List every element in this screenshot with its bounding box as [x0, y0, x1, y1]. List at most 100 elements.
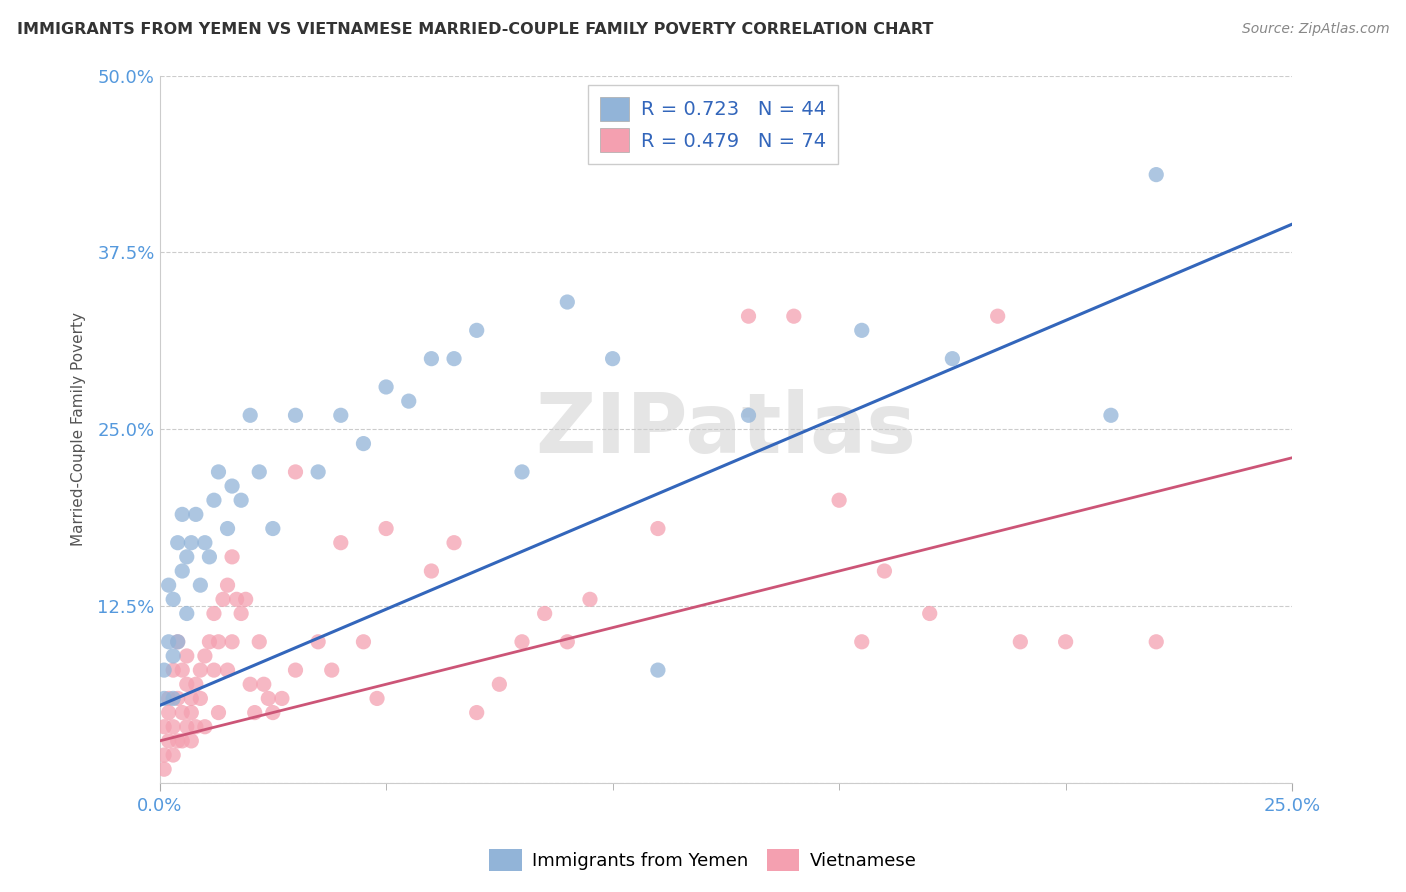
- Point: [194, 720, 217, 734]
- Point: [737, 409, 759, 423]
- Point: [243, 706, 266, 720]
- Point: [190, 663, 212, 677]
- Point: [221, 635, 243, 649]
- Text: Source: ZipAtlas.com: Source: ZipAtlas.com: [1241, 22, 1389, 37]
- Point: [217, 663, 239, 677]
- Point: [153, 663, 176, 677]
- Point: [162, 592, 184, 607]
- Text: ZIPatlas: ZIPatlas: [536, 389, 917, 470]
- Point: [153, 747, 176, 762]
- Point: [307, 635, 329, 649]
- Point: [172, 663, 194, 677]
- Point: [270, 691, 292, 706]
- Point: [176, 607, 198, 621]
- Point: [162, 747, 184, 762]
- Point: [190, 691, 212, 706]
- Point: [153, 720, 176, 734]
- Point: [221, 479, 243, 493]
- Point: [180, 734, 202, 748]
- Point: [162, 663, 184, 677]
- Point: [194, 648, 217, 663]
- Point: [239, 409, 262, 423]
- Point: [555, 635, 578, 649]
- Point: [352, 635, 374, 649]
- Point: [737, 309, 759, 323]
- Legend: R = 0.723   N = 44, R = 0.479   N = 74: R = 0.723 N = 44, R = 0.479 N = 74: [588, 86, 838, 164]
- Point: [190, 578, 212, 592]
- Point: [366, 691, 388, 706]
- Point: [284, 465, 307, 479]
- Point: [212, 592, 235, 607]
- Point: [1010, 635, 1032, 649]
- Point: [647, 522, 669, 536]
- Point: [153, 691, 176, 706]
- Point: [555, 295, 578, 310]
- Point: [180, 706, 202, 720]
- Point: [918, 607, 941, 621]
- Point: [262, 522, 284, 536]
- Point: [398, 394, 420, 409]
- Point: [253, 677, 276, 691]
- Point: [198, 549, 221, 564]
- Point: [352, 436, 374, 450]
- Point: [239, 677, 262, 691]
- Point: [217, 578, 239, 592]
- Point: [157, 578, 180, 592]
- Point: [207, 465, 229, 479]
- Point: [172, 564, 194, 578]
- Text: IMMIGRANTS FROM YEMEN VS VIETNAMESE MARRIED-COUPLE FAMILY POVERTY CORRELATION CH: IMMIGRANTS FROM YEMEN VS VIETNAMESE MARR…: [17, 22, 934, 37]
- Point: [235, 592, 257, 607]
- Point: [166, 535, 188, 549]
- Point: [257, 691, 280, 706]
- Point: [225, 592, 247, 607]
- Point: [284, 663, 307, 677]
- Point: [1144, 168, 1167, 182]
- Point: [166, 635, 188, 649]
- Y-axis label: Married-Couple Family Poverty: Married-Couple Family Poverty: [72, 312, 86, 547]
- Point: [851, 635, 873, 649]
- Point: [162, 720, 184, 734]
- Point: [221, 549, 243, 564]
- Point: [321, 663, 343, 677]
- Point: [231, 607, 253, 621]
- Point: [602, 351, 624, 366]
- Point: [231, 493, 253, 508]
- Point: [420, 351, 443, 366]
- Point: [184, 508, 207, 522]
- Point: [202, 663, 225, 677]
- Point: [783, 309, 806, 323]
- Legend: Immigrants from Yemen, Vietnamese: Immigrants from Yemen, Vietnamese: [482, 842, 924, 879]
- Point: [166, 734, 188, 748]
- Point: [375, 380, 398, 394]
- Point: [510, 635, 533, 649]
- Point: [941, 351, 963, 366]
- Point: [166, 635, 188, 649]
- Point: [579, 592, 602, 607]
- Point: [488, 677, 510, 691]
- Point: [443, 351, 465, 366]
- Point: [172, 508, 194, 522]
- Point: [198, 635, 221, 649]
- Point: [307, 465, 329, 479]
- Point: [176, 648, 198, 663]
- Point: [207, 635, 229, 649]
- Point: [851, 323, 873, 337]
- Point: [207, 706, 229, 720]
- Point: [157, 706, 180, 720]
- Point: [166, 691, 188, 706]
- Point: [465, 323, 488, 337]
- Point: [262, 706, 284, 720]
- Point: [1144, 635, 1167, 649]
- Point: [184, 677, 207, 691]
- Point: [162, 648, 184, 663]
- Point: [873, 564, 896, 578]
- Point: [157, 635, 180, 649]
- Point: [162, 691, 184, 706]
- Point: [247, 465, 270, 479]
- Point: [510, 465, 533, 479]
- Point: [247, 635, 270, 649]
- Point: [217, 522, 239, 536]
- Point: [176, 549, 198, 564]
- Point: [176, 677, 198, 691]
- Point: [153, 762, 176, 776]
